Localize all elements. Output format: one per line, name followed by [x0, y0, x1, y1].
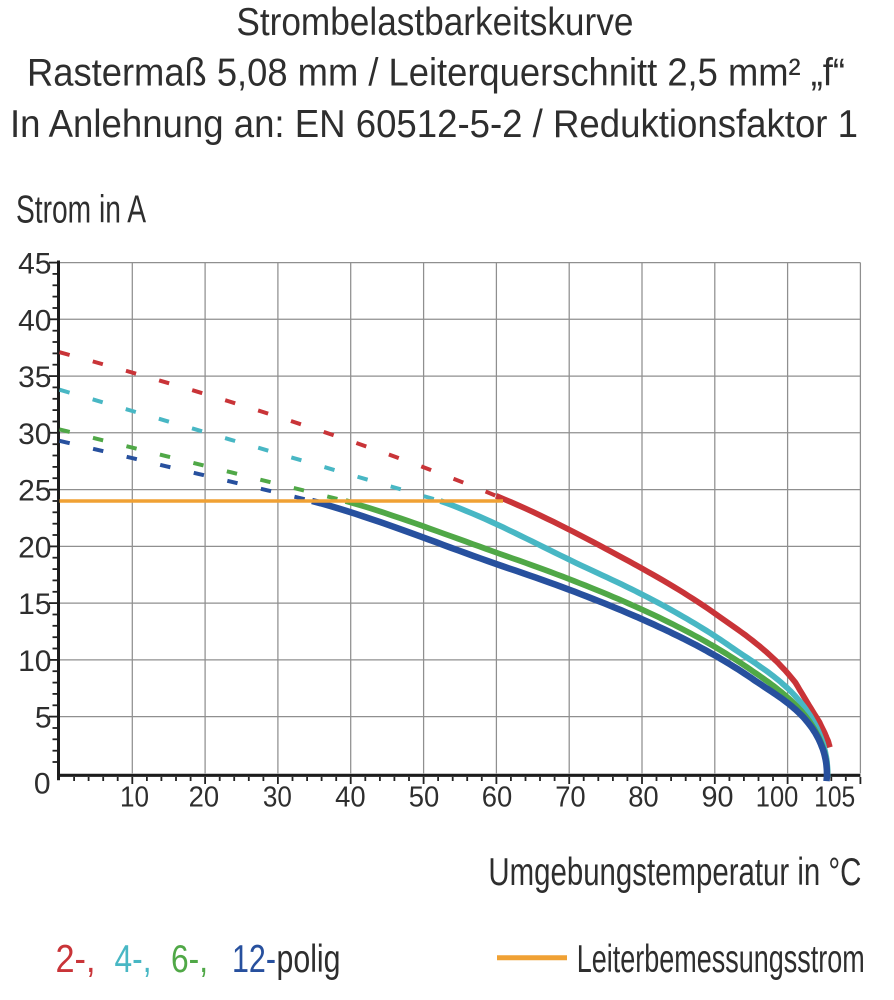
svg-text:6-,: 6-, [171, 938, 208, 981]
svg-text:0: 0 [34, 768, 51, 801]
svg-text:80: 80 [628, 782, 659, 814]
svg-text:100: 100 [756, 782, 799, 814]
svg-text:5: 5 [35, 702, 52, 735]
svg-text:Umgebungstemperatur in °C: Umgebungstemperatur in °C [488, 851, 861, 894]
svg-text:105: 105 [814, 782, 855, 814]
svg-text:60: 60 [482, 782, 513, 814]
svg-text:12-: 12- [232, 938, 276, 981]
svg-text:2-,: 2-, [56, 938, 96, 981]
svg-text:30: 30 [18, 418, 51, 451]
svg-text:polig: polig [277, 938, 341, 981]
svg-text:Leiterbemessungsstrom: Leiterbemessungsstrom [577, 938, 865, 981]
svg-text:35: 35 [18, 361, 51, 394]
svg-text:Strombelastbarkeitskurve: Strombelastbarkeitskurve [236, 1, 633, 44]
svg-text:45: 45 [18, 248, 51, 281]
svg-text:4-,: 4-, [115, 938, 152, 981]
svg-text:90: 90 [702, 782, 734, 814]
svg-text:40: 40 [335, 782, 366, 814]
svg-text:70: 70 [555, 782, 586, 814]
svg-text:15: 15 [18, 588, 51, 621]
svg-text:25: 25 [18, 475, 51, 508]
svg-text:In Anlehnung an: EN 60512-5-2: In Anlehnung an: EN 60512-5-2 / Reduktio… [10, 103, 858, 146]
svg-text:50: 50 [409, 782, 440, 814]
svg-text:30: 30 [263, 782, 292, 814]
svg-text:40: 40 [18, 304, 51, 337]
svg-text:20: 20 [189, 782, 220, 814]
svg-text:10: 10 [120, 782, 149, 814]
svg-text:Rastermaß 5,08 mm / Leiterquer: Rastermaß 5,08 mm / Leiterquerschnitt 2,… [27, 52, 845, 95]
svg-text:10: 10 [18, 645, 51, 678]
svg-text:Strom in A: Strom in A [16, 189, 146, 232]
svg-text:20: 20 [18, 531, 51, 564]
